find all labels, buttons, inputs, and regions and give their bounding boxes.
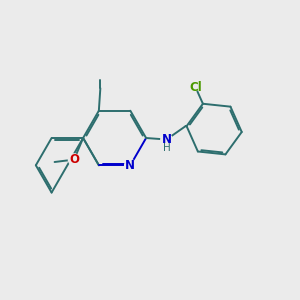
Text: O: O [69,153,79,166]
Text: N: N [161,133,172,146]
Circle shape [68,154,80,165]
Circle shape [161,134,172,145]
Circle shape [124,160,136,171]
Text: H: H [163,143,171,154]
Text: N: N [125,159,135,172]
Text: Cl: Cl [189,81,202,94]
